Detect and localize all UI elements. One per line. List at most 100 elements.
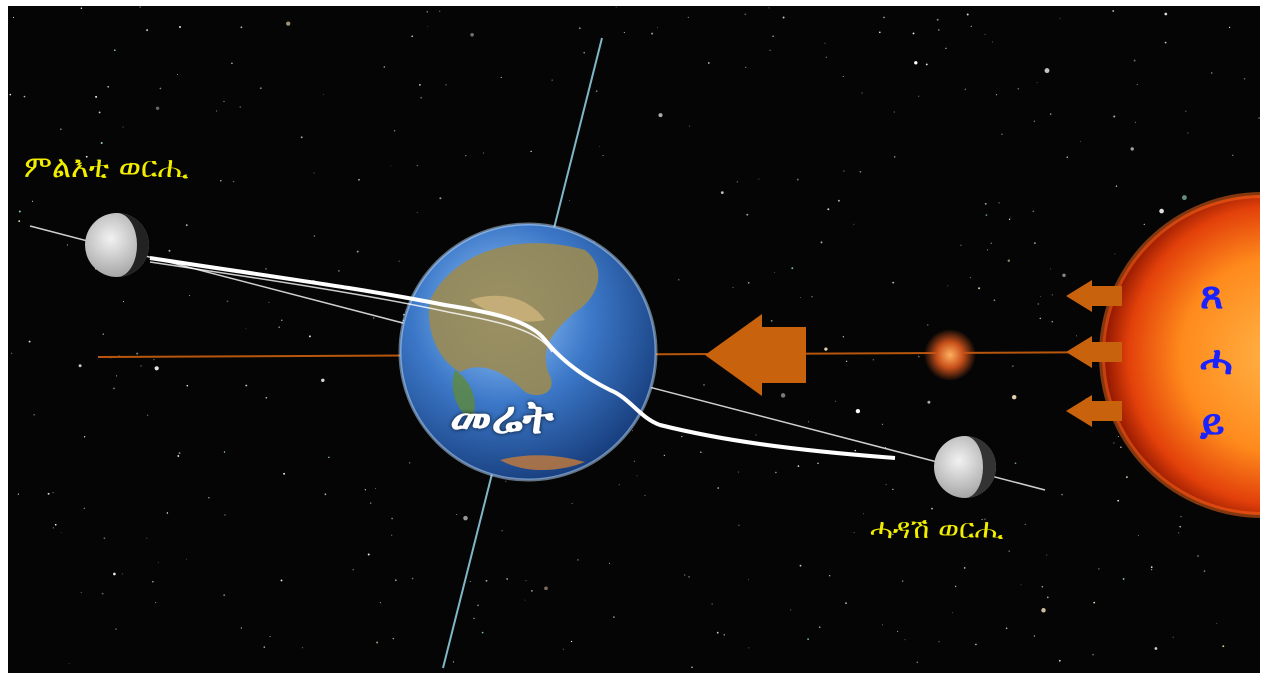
star — [917, 355, 920, 358]
star — [391, 517, 393, 520]
star — [952, 612, 954, 614]
star — [842, 76, 844, 77]
star — [872, 359, 875, 361]
star — [927, 324, 929, 326]
star — [631, 430, 633, 432]
star — [1020, 584, 1022, 586]
star — [984, 202, 987, 205]
star — [1046, 596, 1049, 599]
star — [286, 21, 291, 26]
star — [485, 579, 488, 582]
star — [723, 634, 726, 636]
star — [1136, 84, 1138, 85]
star — [1130, 147, 1134, 151]
star — [189, 295, 190, 297]
star — [837, 199, 840, 202]
star — [240, 627, 243, 629]
star — [824, 347, 828, 351]
star — [98, 111, 101, 114]
star — [265, 397, 268, 399]
star — [790, 609, 792, 611]
star — [599, 145, 600, 147]
star — [828, 575, 831, 577]
star — [531, 590, 533, 592]
star — [969, 277, 972, 279]
star — [83, 507, 85, 509]
star — [60, 532, 62, 534]
star — [103, 537, 106, 540]
star — [1179, 525, 1182, 528]
star — [208, 497, 210, 499]
star — [1051, 294, 1053, 296]
star — [1216, 622, 1218, 624]
star — [1092, 653, 1094, 656]
star — [313, 235, 316, 237]
star — [1049, 268, 1052, 270]
star — [1133, 59, 1136, 62]
star — [186, 384, 189, 387]
star — [1185, 110, 1187, 112]
star — [419, 84, 421, 86]
star — [177, 73, 178, 75]
star — [583, 51, 585, 54]
full-moon-icon — [85, 213, 149, 277]
star — [1181, 195, 1187, 201]
star — [465, 155, 467, 157]
star — [892, 281, 895, 284]
star — [1044, 68, 1050, 74]
star — [799, 297, 801, 298]
star — [716, 631, 719, 634]
star — [684, 574, 686, 576]
star — [239, 106, 241, 108]
star — [938, 29, 940, 31]
star — [1113, 442, 1115, 444]
star — [506, 578, 508, 580]
star — [178, 452, 181, 455]
star — [263, 646, 266, 648]
star — [60, 128, 62, 130]
star — [917, 95, 920, 97]
star — [623, 31, 625, 34]
star — [1093, 601, 1096, 604]
star — [970, 25, 972, 28]
star — [914, 61, 918, 65]
star — [66, 244, 69, 246]
star — [748, 647, 750, 649]
star — [146, 29, 149, 32]
star — [411, 35, 413, 38]
star — [139, 6, 142, 8]
star — [758, 178, 760, 180]
star — [223, 451, 226, 453]
star — [337, 269, 340, 272]
star — [383, 66, 386, 68]
star — [925, 63, 928, 66]
star — [769, 49, 771, 51]
star — [663, 454, 666, 457]
star — [991, 41, 994, 43]
star — [427, 25, 429, 27]
star — [768, 7, 770, 9]
star — [1117, 499, 1120, 502]
star — [808, 421, 810, 423]
star — [300, 136, 303, 139]
star — [1007, 259, 1011, 262]
star — [445, 84, 447, 86]
star — [524, 599, 526, 601]
star — [1039, 317, 1042, 320]
star — [1008, 550, 1011, 552]
star — [1046, 554, 1048, 556]
star — [1137, 535, 1139, 536]
star — [775, 471, 777, 474]
star — [1059, 17, 1061, 19]
star — [853, 532, 855, 534]
star — [155, 602, 157, 604]
star — [113, 572, 116, 576]
star — [1032, 210, 1035, 213]
star — [954, 585, 957, 588]
star — [595, 90, 598, 93]
star — [473, 617, 475, 620]
star — [736, 181, 738, 183]
star — [544, 586, 548, 591]
